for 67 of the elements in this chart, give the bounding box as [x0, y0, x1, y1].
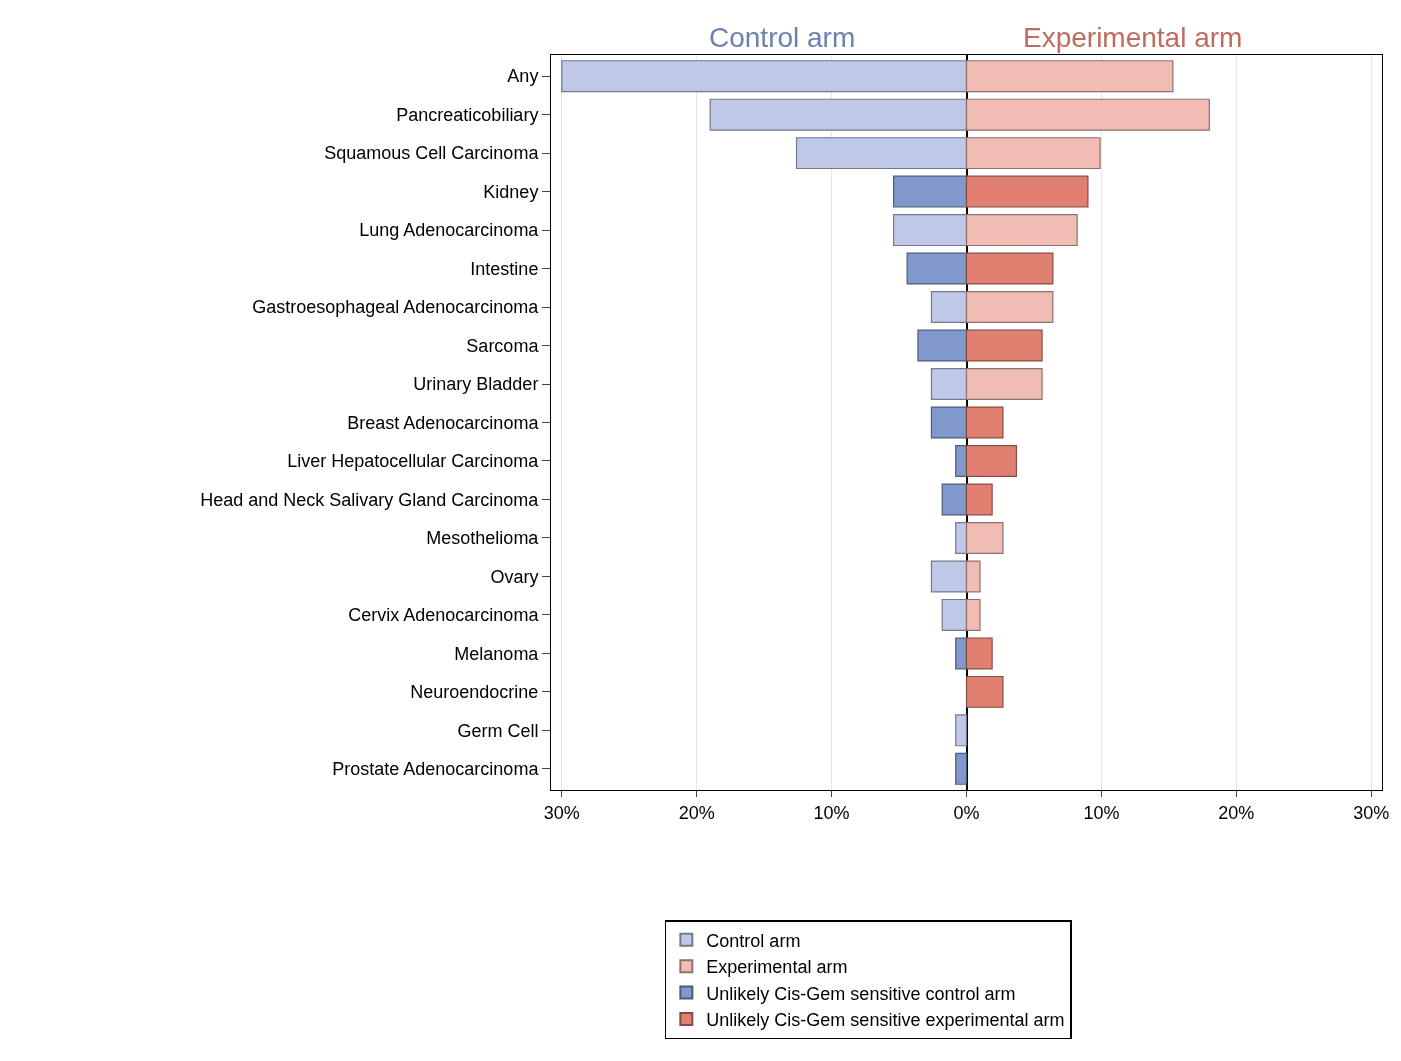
bar	[893, 214, 968, 247]
bar	[930, 406, 968, 439]
text: Experimental arm	[1023, 22, 1243, 53]
bar	[709, 98, 968, 131]
bar	[955, 444, 968, 477]
bar	[965, 60, 1174, 93]
bar	[955, 521, 968, 554]
y-tick-label: Ovary	[490, 566, 539, 587]
y-tick-label: Urinary Bladder	[413, 374, 539, 395]
x-tick-label: 30%	[1353, 802, 1390, 823]
bar	[965, 291, 1054, 324]
y-tick-label: Melanoma	[454, 643, 540, 664]
bar	[965, 214, 1078, 247]
y-tick-label: Cervix Adenocarcinoma	[348, 605, 540, 626]
y-tick-label: Lung Adenocarcinoma	[359, 220, 540, 241]
bar	[965, 598, 981, 631]
bar	[906, 252, 968, 285]
x-tick-label: 30%	[543, 802, 580, 823]
y-tick-label: Intestine	[470, 258, 539, 279]
bar	[893, 175, 968, 208]
bar	[930, 368, 968, 401]
bar	[930, 560, 968, 593]
bar	[965, 368, 1043, 401]
y-tick-label: Gastroesophageal Adenocarcinoma	[252, 297, 540, 318]
bar	[965, 675, 1004, 708]
bar	[965, 329, 1043, 362]
bar	[965, 137, 1101, 170]
y-tick-label: Mesothelioma	[426, 528, 540, 549]
bar	[965, 483, 993, 516]
x-tick-label: 10%	[813, 802, 850, 823]
x-tick-label: 20%	[1218, 802, 1255, 823]
y-tick-label: Squamous Cell Carcinoma	[324, 143, 540, 164]
bar	[965, 406, 1004, 439]
bar	[965, 175, 1089, 208]
x-tick-label: 10%	[1083, 802, 1120, 823]
y-tick-label: Sarcoma	[466, 335, 540, 356]
bar	[965, 560, 981, 593]
bar	[965, 444, 1018, 477]
bar	[930, 291, 968, 324]
y-tick-label: Head and Neck Salivary Gland Carcinoma	[200, 489, 540, 510]
legend-label: Unlikely Cis-Gem sensitive experimental arm	[706, 1010, 1065, 1031]
bar	[965, 98, 1210, 131]
legend-label: Experimental arm	[706, 957, 848, 978]
y-tick-label: Neuroendocrine	[410, 682, 539, 703]
bar	[941, 598, 968, 631]
y-tick-label: Any	[507, 66, 539, 87]
y-tick-label: Germ Cell	[457, 720, 539, 741]
y-tick-label: Prostate Adenocarcinoma	[332, 759, 540, 780]
y-tick-label: Kidney	[483, 181, 539, 202]
bar	[965, 252, 1054, 285]
y-tick-label: Pancreaticobiliary	[396, 104, 539, 125]
x-tick-label: 0%	[953, 802, 980, 823]
bar	[917, 329, 968, 362]
bar	[941, 483, 968, 516]
bar	[965, 637, 993, 670]
x-tick-label: 20%	[678, 802, 715, 823]
bar	[955, 714, 968, 747]
y-tick-label: Breast Adenocarcinoma	[347, 412, 540, 433]
legend-label: Control arm	[706, 930, 801, 951]
y-tick-label: Liver Hepatocellular Carcinoma	[287, 451, 540, 472]
legend-label: Unlikely Cis-Gem sensitive control arm	[706, 983, 1016, 1004]
bar	[955, 752, 968, 785]
bar	[955, 637, 968, 670]
bar	[795, 137, 968, 170]
text: Control arm	[709, 22, 856, 53]
bar	[965, 521, 1004, 554]
bar	[561, 60, 968, 93]
